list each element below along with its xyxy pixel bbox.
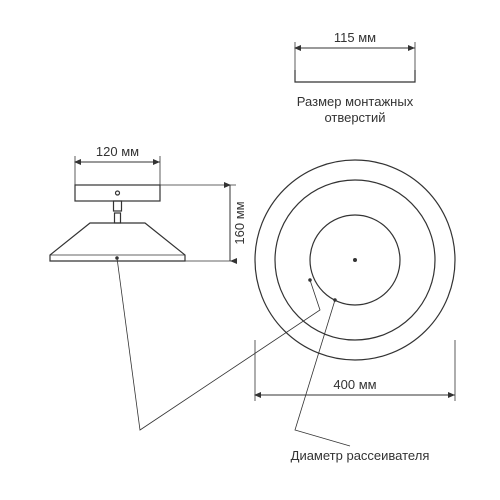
diffuser-leader <box>295 300 350 446</box>
mount-caption: отверстий <box>324 110 385 125</box>
plan-center <box>353 258 357 262</box>
mount-caption: Размер монтажных <box>297 94 414 109</box>
dim-base-width-label: 120 мм <box>96 144 139 159</box>
dim-bracket-width-label: 115 мм <box>334 30 376 45</box>
technical-drawing: 115 мм Размер монтажныхотверстий 120 мм 160… <box>0 0 500 500</box>
base-hole <box>116 191 120 195</box>
stem-1 <box>114 201 122 211</box>
stem-2 <box>115 213 121 223</box>
diffuser-label: Диаметр рассеивателя <box>291 448 430 463</box>
cross-reference-leader <box>117 258 320 430</box>
mount-bracket <box>295 70 415 82</box>
dim-height-label: 160 мм <box>232 201 247 244</box>
base-plate <box>75 185 160 201</box>
dim-diameter-label: 400 мм <box>333 377 376 392</box>
